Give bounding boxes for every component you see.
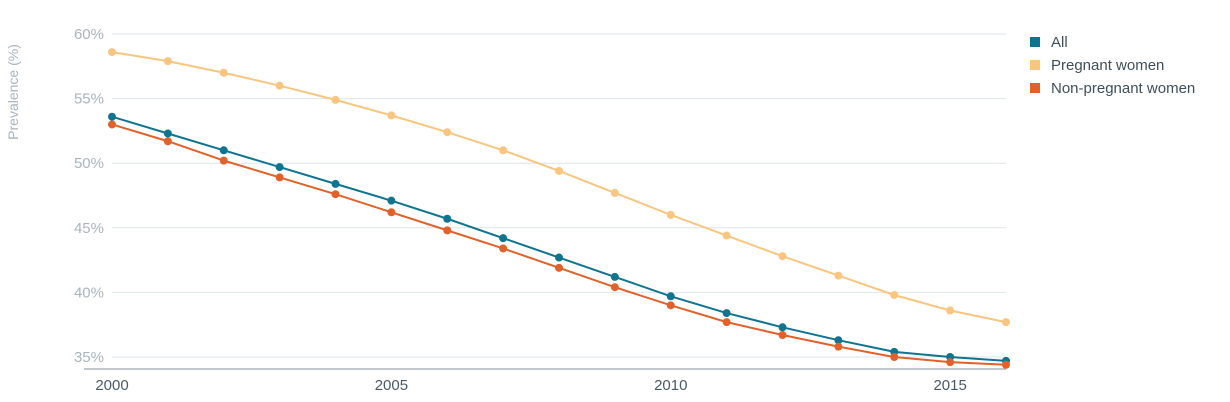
data-point xyxy=(219,146,228,155)
data-point xyxy=(778,331,787,340)
legend-item[interactable]: Pregnant women xyxy=(1030,57,1164,74)
legend-label: Non-pregnant women xyxy=(1051,80,1195,97)
data-point xyxy=(499,146,508,155)
data-point xyxy=(778,252,787,261)
data-point xyxy=(275,163,284,172)
data-point xyxy=(890,290,899,299)
x-tick-label: 2000 xyxy=(95,377,128,394)
data-point xyxy=(610,283,619,292)
y-tick-label: 45% xyxy=(74,220,104,237)
data-point xyxy=(555,166,563,175)
data-point xyxy=(555,263,563,272)
legend-swatch xyxy=(1030,60,1040,70)
series-group xyxy=(108,48,1010,369)
legend[interactable]: All Pregnant women Non-pregnant women xyxy=(1030,34,1195,97)
data-point xyxy=(946,306,955,315)
data-point xyxy=(108,48,116,57)
data-point xyxy=(387,208,396,217)
y-tick-label: 60% xyxy=(74,26,104,43)
series-non-pregnant-women xyxy=(108,120,1010,369)
legend-item[interactable]: All xyxy=(1030,34,1068,51)
legend-label: All xyxy=(1051,34,1068,51)
series-line xyxy=(111,51,1007,324)
gridlines xyxy=(112,33,1006,358)
series-line xyxy=(111,123,1007,366)
data-point xyxy=(722,318,731,327)
series-pregnant-women xyxy=(108,48,1010,327)
data-point xyxy=(331,179,340,188)
x-tick-label: 2005 xyxy=(375,377,408,394)
data-point xyxy=(219,156,228,165)
data-point xyxy=(387,111,396,120)
y-tick-labels: 35% 40% 45% 50% 55% 60% xyxy=(74,26,104,366)
data-point xyxy=(443,128,452,137)
legend-item[interactable]: Non-pregnant women xyxy=(1030,80,1195,97)
data-point xyxy=(443,226,452,235)
data-point xyxy=(555,253,563,262)
x-tick-label: 2015 xyxy=(933,377,966,394)
data-point xyxy=(275,173,284,182)
data-point xyxy=(331,190,340,199)
data-point xyxy=(163,57,172,66)
data-point xyxy=(163,129,172,138)
data-point xyxy=(666,210,675,219)
data-point xyxy=(499,244,508,253)
y-tick-label: 40% xyxy=(74,284,104,301)
data-point xyxy=(1002,318,1010,327)
legend-swatch xyxy=(1030,37,1040,47)
data-point xyxy=(722,309,731,318)
legend-label: Pregnant women xyxy=(1051,57,1164,74)
data-point xyxy=(610,188,619,197)
x-tick-label: 2010 xyxy=(654,377,687,394)
data-point xyxy=(666,301,675,310)
data-point xyxy=(108,120,116,129)
data-point xyxy=(946,358,955,367)
data-point xyxy=(834,336,843,345)
data-point xyxy=(108,112,116,121)
series-line xyxy=(111,115,1007,362)
data-point xyxy=(890,353,899,361)
data-point xyxy=(163,137,172,146)
data-point xyxy=(834,271,843,280)
data-point xyxy=(666,292,675,301)
legend-swatch xyxy=(1030,83,1040,93)
series-all xyxy=(108,112,1010,365)
y-tick-label: 50% xyxy=(74,155,104,172)
data-point xyxy=(219,68,228,77)
data-point xyxy=(1002,360,1010,369)
data-point xyxy=(610,272,619,281)
x-tick-labels: 2000 2005 2010 2015 xyxy=(95,377,967,394)
data-point xyxy=(387,196,396,205)
y-tick-label: 55% xyxy=(74,91,104,108)
y-tick-label: 35% xyxy=(74,349,104,366)
data-point xyxy=(722,231,731,240)
data-point xyxy=(778,323,787,332)
data-point xyxy=(331,95,340,104)
y-axis-label: Prevalence (%) xyxy=(5,44,21,140)
data-point xyxy=(499,234,508,243)
data-point xyxy=(834,342,843,351)
data-point xyxy=(275,81,284,90)
data-point xyxy=(443,214,452,223)
